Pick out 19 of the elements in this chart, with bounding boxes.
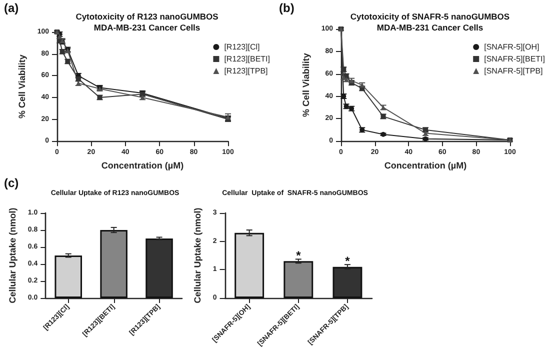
y-axis-title: % Cell Viability bbox=[300, 53, 311, 117]
text: (c) bbox=[4, 176, 19, 190]
x-axis-title: Concentration (µM) bbox=[384, 160, 467, 170]
annotation: * bbox=[345, 254, 350, 268]
chart-title: Cytotoxicity of SNAFR-5 nanoGUMBOS MDA-MB-231 Cancer Cells bbox=[350, 12, 510, 32]
text: (a) bbox=[4, 1, 19, 15]
legend-label: [SNAFR-5][BETI] bbox=[484, 54, 546, 64]
legend-label: [SNAFR-5][TPB] bbox=[484, 66, 543, 76]
text: (b) bbox=[279, 1, 294, 15]
legend-label: [R123][Cl] bbox=[224, 42, 260, 52]
chart-title: Cytotoxicity of R123 nanoGUMBOS MDA-MB-231 Cancer Cells bbox=[76, 12, 219, 32]
y-axis-title: Cellular Uptake (nmol) bbox=[192, 208, 202, 304]
y-axis-title: % Cell Viability bbox=[16, 54, 27, 118]
y-axis-title: Cellular Uptake (nmol) bbox=[8, 208, 18, 304]
legend-label: [R123][TPB] bbox=[224, 66, 268, 76]
legend-label: [SNAFR-5][OH] bbox=[484, 42, 540, 52]
annotation: * bbox=[296, 248, 302, 262]
legend-label: [R123][BETI] bbox=[224, 54, 270, 64]
x-axis-title: Concentration (µM) bbox=[101, 160, 184, 170]
